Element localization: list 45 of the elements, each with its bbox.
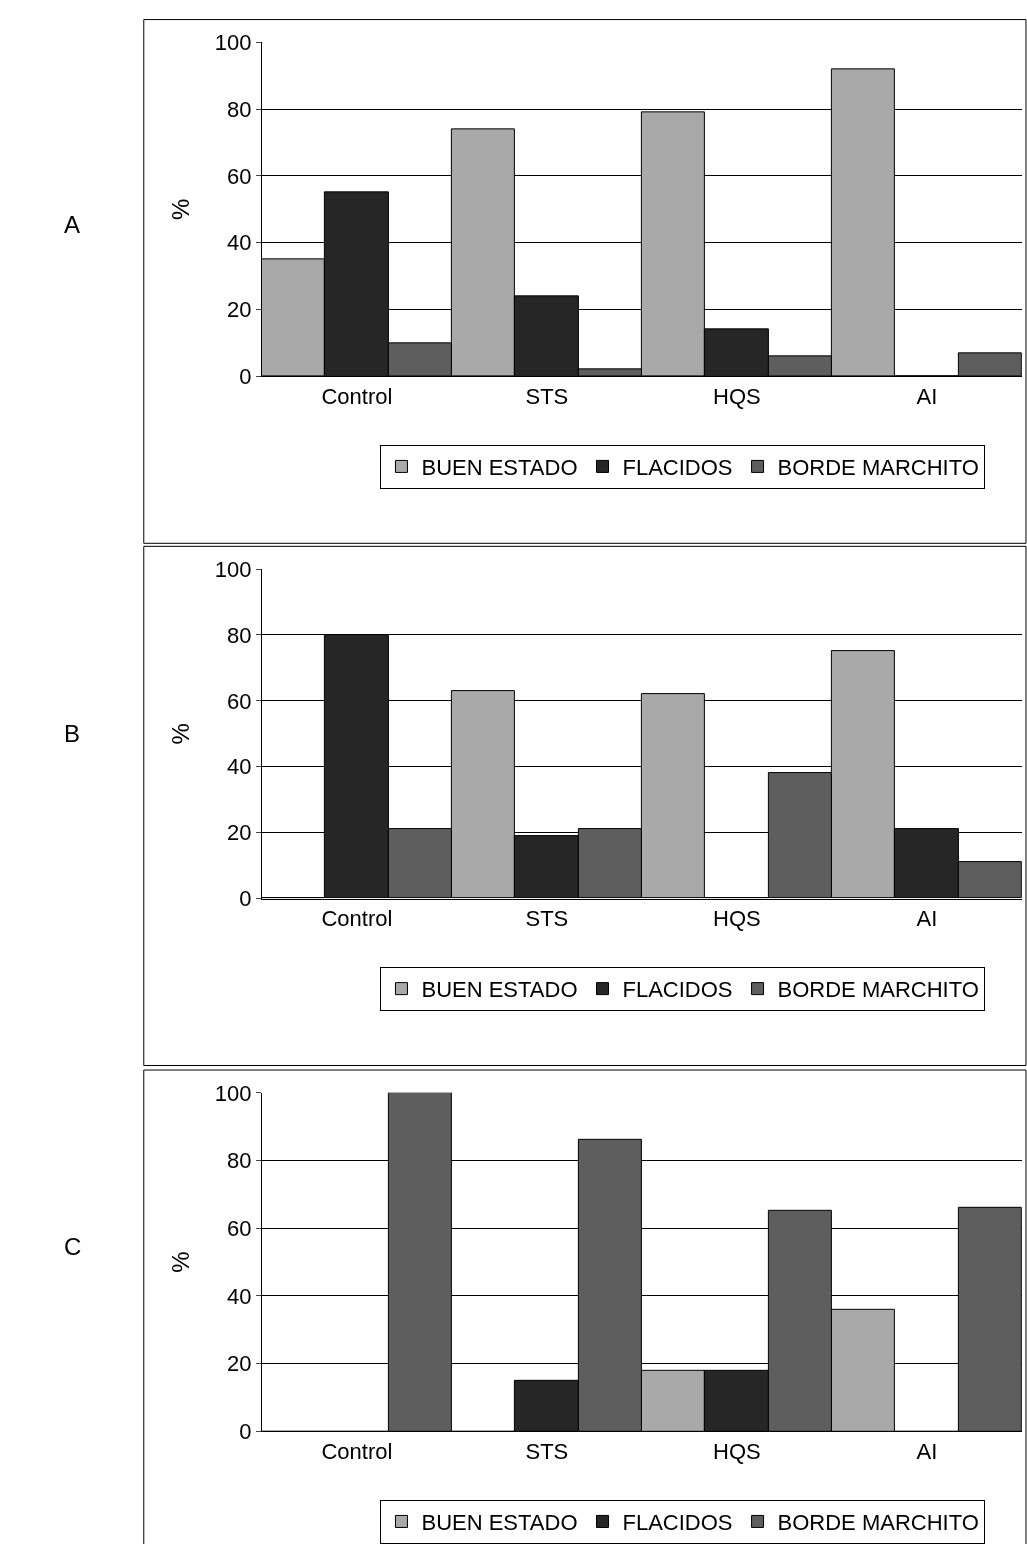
y-tick-label: 20 [227,820,252,846]
y-tick-label: 20 [227,297,252,323]
legend-label: BUEN ESTADO [421,1510,578,1536]
y-axis-title: % [166,1251,194,1273]
x-tick-label: AI [916,383,938,409]
y-tick-label: 0 [239,1419,252,1445]
y-tick-label: 40 [227,230,252,256]
legend-label: BORDE MARCHITO [777,977,979,1003]
legend-label: BUEN ESTADO [421,977,578,1003]
x-tick-label: Control [321,1438,393,1464]
y-tick-label: 80 [227,96,252,122]
y-tick-label: 80 [227,1148,252,1174]
x-tick-label: HQS [713,905,761,931]
legend-label: FLACIDOS [622,455,733,481]
text: B [64,720,81,747]
y-tick-label: 0 [239,886,252,912]
y-axis-title: % [166,198,194,221]
y-tick-label: 60 [227,688,252,714]
x-tick-label: HQS [713,1438,761,1464]
y-tick-label: 60 [227,163,252,189]
y-tick-label: 60 [227,1215,252,1241]
y-tick-label: 20 [227,1351,252,1377]
legend-label: FLACIDOS [622,977,733,1003]
text: C [64,1233,82,1260]
text: A [64,211,81,238]
y-tick-label: 100 [214,556,252,582]
legend-label: BORDE MARCHITO [777,1510,979,1536]
x-tick-label: AI [916,905,938,931]
y-tick-label: 40 [227,754,252,780]
y-tick-label: 100 [214,1080,252,1106]
legend-label: BUEN ESTADO [421,455,578,481]
x-tick-label: Control [321,383,393,409]
x-tick-label: Control [321,905,393,931]
x-tick-label: STS [525,1438,569,1464]
y-tick-label: 100 [214,30,252,56]
x-tick-label: STS [525,905,569,931]
y-tick-label: 0 [239,364,252,390]
legend-label: BORDE MARCHITO [777,455,979,481]
legend-label: FLACIDOS [622,1510,733,1536]
x-tick-label: AI [916,1438,938,1464]
x-tick-label: HQS [713,383,761,409]
y-tick-label: 40 [227,1283,252,1309]
y-tick-label: 80 [227,622,252,648]
x-tick-label: STS [525,383,569,409]
y-axis-title: % [166,723,194,745]
